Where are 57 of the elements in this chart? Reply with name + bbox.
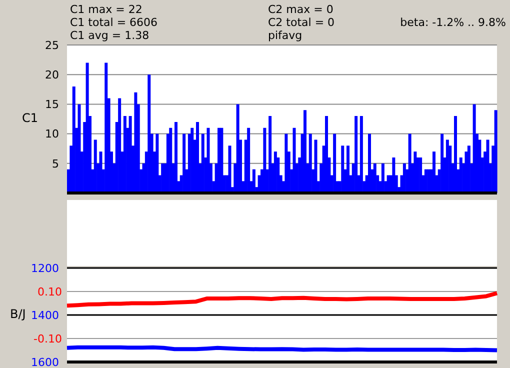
bar [368, 134, 371, 193]
bar [454, 116, 457, 193]
y-tick-label: 1600 [31, 356, 59, 368]
bar [252, 169, 256, 193]
bar [440, 134, 444, 193]
text: C1 max = 22 [70, 3, 142, 16]
y-tick-label: 1400 [31, 308, 59, 322]
bar [247, 128, 250, 193]
y-tick-label: 5 [52, 157, 59, 170]
bar [104, 62, 108, 193]
bar [432, 152, 436, 193]
bar [161, 163, 164, 193]
text: pifavg [268, 29, 302, 42]
bar [304, 110, 306, 193]
bar [268, 116, 272, 193]
text: C1 avg = 1.38 [70, 29, 150, 42]
bar [414, 152, 417, 193]
bar [78, 104, 81, 193]
bar [494, 110, 498, 193]
bar [118, 98, 122, 193]
y-tick-label: 20 [45, 68, 59, 82]
y-axis-title: C1 [22, 111, 38, 125]
y-axis-title: B/J [10, 307, 26, 321]
bar [325, 116, 328, 193]
bar [360, 116, 363, 193]
y-tick-label: 25 [45, 38, 59, 52]
line-series [65, 291, 499, 308]
bar [148, 74, 151, 193]
bar [174, 122, 178, 193]
bar [346, 146, 350, 193]
bar [263, 128, 266, 193]
bar [196, 122, 199, 193]
y-tick-label: 15 [45, 98, 59, 112]
y-tick-label: 1200 [31, 262, 59, 275]
text: C1 total = 6606 [70, 16, 158, 29]
bar [228, 146, 232, 193]
bar [134, 92, 138, 193]
bar [206, 128, 210, 193]
bar [292, 128, 296, 193]
bar [333, 134, 336, 193]
text: beta: -1.2% .. 9.8% [400, 16, 506, 29]
y2-tick-label: -0.10 [34, 332, 62, 346]
bar [182, 134, 186, 193]
bar [156, 134, 159, 193]
bar [419, 157, 422, 193]
bar [284, 134, 288, 193]
bar [314, 140, 318, 193]
text: C2 total = 0 [268, 16, 335, 29]
bar [308, 134, 312, 193]
bar [220, 128, 224, 193]
bar [341, 146, 344, 193]
bar [354, 116, 358, 193]
bar [392, 157, 396, 193]
bar [169, 128, 172, 193]
y-tick-label: 10 [45, 128, 59, 141]
text: C2 max = 0 [268, 3, 334, 16]
y2-tick-label: 0.10 [38, 286, 62, 298]
